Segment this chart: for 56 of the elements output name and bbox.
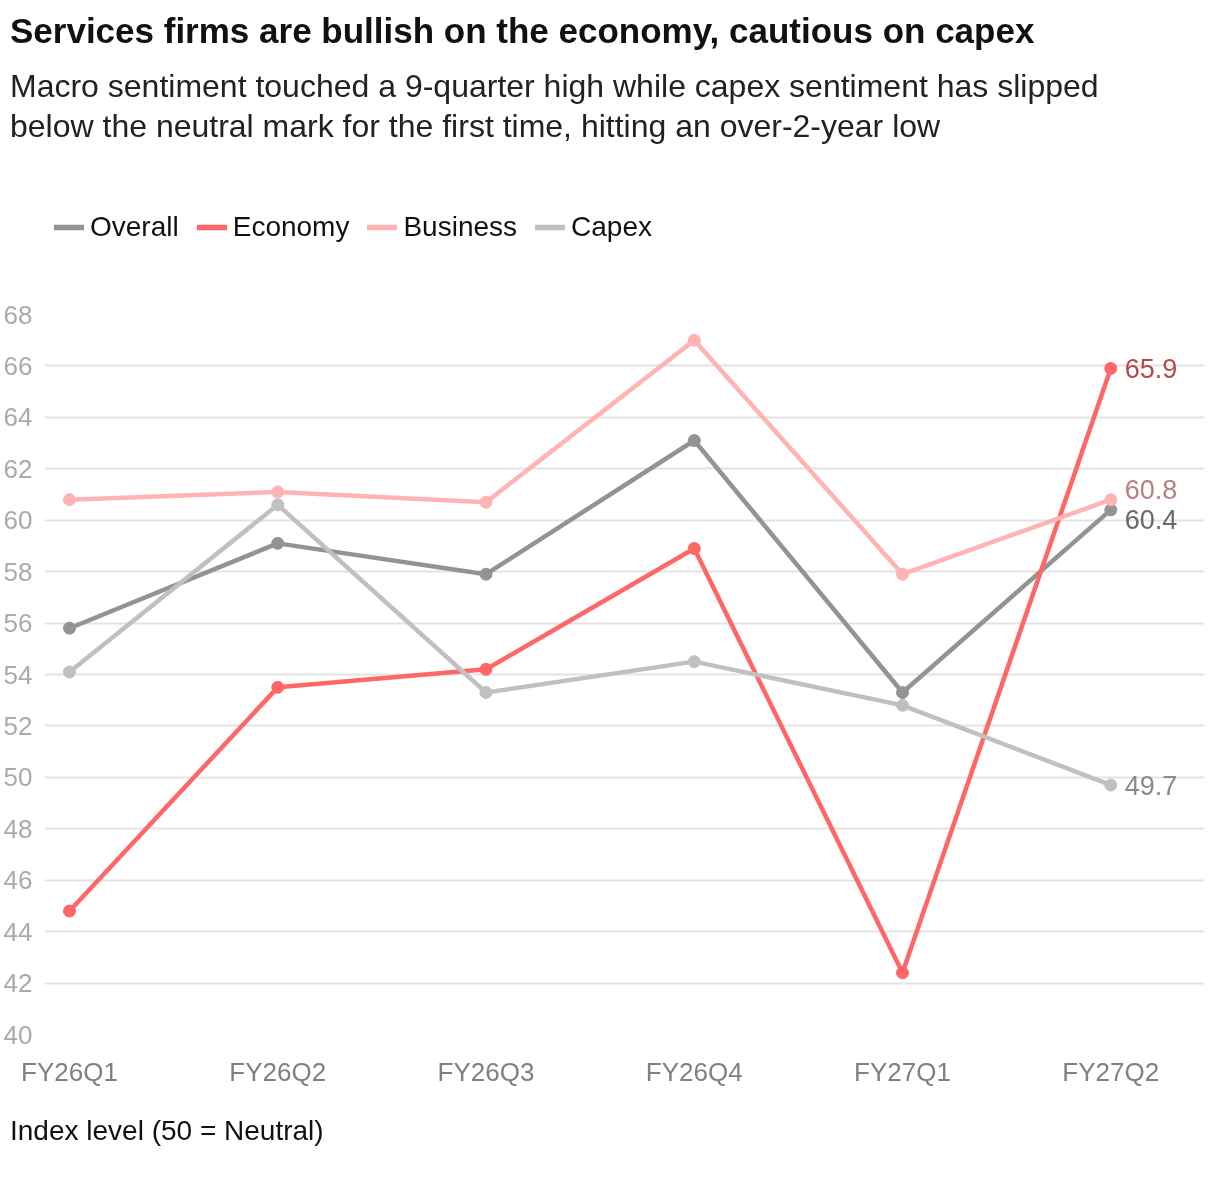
point [62, 621, 76, 635]
point [687, 333, 701, 347]
point [479, 686, 493, 699]
y-tick-label: 48 [3, 813, 33, 844]
point [896, 686, 910, 699]
x-tick-label: FY27Q1 [854, 1056, 951, 1087]
y-tick-label: 40 [3, 1019, 33, 1050]
y-tick-label: 60 [3, 505, 33, 536]
point [479, 662, 493, 676]
y-tick-label: 56 [3, 608, 33, 639]
point [896, 567, 910, 581]
data-label: 65.9 [1124, 354, 1178, 384]
point [479, 567, 493, 581]
point [1104, 362, 1118, 375]
data-label: 49.7 [1124, 770, 1178, 801]
x-tick-label: FY26Q2 [229, 1056, 327, 1087]
y-tick-label: 68 [3, 299, 33, 330]
data-label: 60.4 [1124, 505, 1178, 536]
data-label: 60.8 [1124, 475, 1178, 506]
y-tick-label: 46 [3, 865, 33, 896]
point [479, 495, 493, 509]
legend-label: Business [403, 211, 518, 243]
legend-label: Economy [232, 211, 350, 243]
y-tick-label: 64 [3, 402, 33, 433]
chart-subtitle: Macro sentiment touched a 9-quarter high while capex sentiment has slipped below the neutral mark for the first time, hitting an over-2-year low [10, 67, 1100, 146]
point [896, 698, 910, 712]
x-tick-label: FY26Q3 [437, 1056, 535, 1087]
legend-label: Overall [90, 211, 179, 243]
point [271, 536, 285, 550]
point [271, 680, 285, 694]
point [1104, 493, 1118, 507]
point [687, 542, 701, 555]
x-tick-label: FY27Q2 [1062, 1056, 1160, 1087]
point [687, 434, 701, 447]
point [271, 485, 285, 499]
chart-title: Services firms are bullish on the economy, cautious on capex [10, 10, 1035, 52]
point [1104, 503, 1118, 517]
point [62, 665, 76, 679]
point [271, 498, 285, 512]
y-tick-label: 52 [3, 710, 33, 741]
point [1104, 778, 1118, 792]
y-tick-label: 50 [3, 762, 33, 793]
point [687, 655, 701, 669]
point [62, 904, 76, 918]
y-tick-label: 66 [3, 350, 33, 381]
x-tick-label: FY26Q1 [21, 1056, 118, 1087]
y-tick-label: 62 [3, 453, 33, 484]
point [896, 966, 910, 980]
x-tick-label: FY26Q4 [645, 1056, 743, 1087]
y-tick-label: 54 [3, 659, 33, 690]
y-tick-label: 44 [3, 916, 33, 947]
point [62, 493, 76, 507]
text: Index level (50 = Neutral) [10, 1114, 324, 1148]
y-tick-label: 42 [3, 968, 33, 999]
y-tick-label: 58 [3, 556, 33, 587]
legend-label: Capex [571, 211, 652, 243]
